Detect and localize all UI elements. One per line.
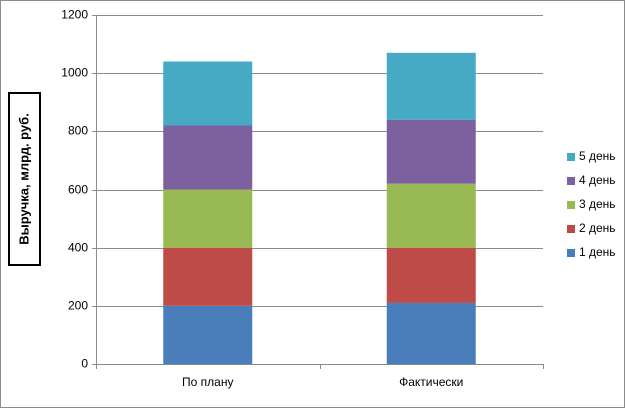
bar-segment xyxy=(163,247,253,306)
bar-segment xyxy=(163,189,253,248)
bar-segment xyxy=(386,302,476,364)
y-axis-title-box xyxy=(8,92,41,266)
bar-segment xyxy=(386,183,476,248)
legend-label: 3 день xyxy=(579,197,616,211)
legend-swatch xyxy=(567,201,575,209)
y-tick-label: 1000 xyxy=(61,66,88,80)
bar-segment xyxy=(386,119,476,184)
y-axis-title-text: Выручка, млрд. руб. xyxy=(16,113,31,245)
y-tick-label: 800 xyxy=(68,124,88,138)
bar-segment xyxy=(163,305,253,364)
y-tick-label: 600 xyxy=(68,183,88,197)
legend-label: 4 день xyxy=(579,173,616,187)
legend-swatch xyxy=(567,153,575,161)
y-tick-label: 1200 xyxy=(61,8,88,22)
y-axis-title: Выручка, млрд. руб. xyxy=(8,92,41,266)
bars xyxy=(163,52,476,364)
legend: 5 день 4 день 3 день 2 день 1 день xyxy=(567,149,616,259)
bar-segment xyxy=(386,52,476,120)
bar-segment xyxy=(163,125,253,190)
y-tick-label: 200 xyxy=(68,299,88,313)
bar-segment xyxy=(163,61,253,126)
legend-label: 5 день xyxy=(579,149,616,163)
x-tick-label: По плану xyxy=(182,375,233,389)
bar-segment xyxy=(386,247,476,303)
legend-label: 2 день xyxy=(579,221,616,235)
x-tick-label: Фактически xyxy=(399,375,463,389)
legend-swatch xyxy=(567,249,575,257)
y-tick-label: 400 xyxy=(68,241,88,255)
legend-swatch xyxy=(567,225,575,233)
legend-label: 1 день xyxy=(579,245,616,259)
y-tick-label: 0 xyxy=(81,357,88,371)
axes: 0 200 400 600 800 1000 1200 По плану Фактически xyxy=(61,8,544,389)
legend-swatch xyxy=(567,177,575,185)
